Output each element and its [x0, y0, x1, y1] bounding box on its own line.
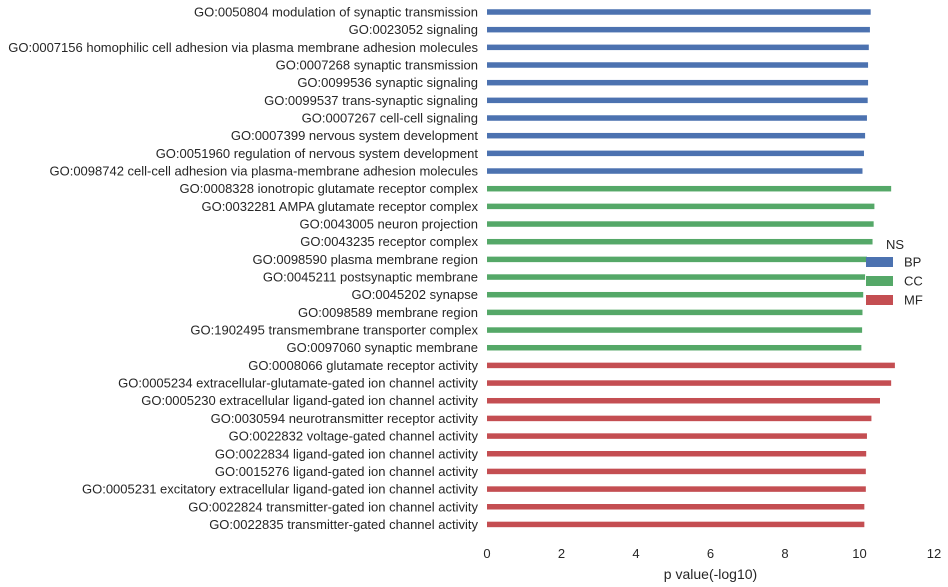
- bar-cc: [487, 291, 864, 298]
- x-tick-label: 8: [781, 546, 788, 561]
- x-tick-label: 12: [927, 546, 941, 561]
- category-label: GO:0007399 nervous system development: [231, 128, 479, 143]
- bar-cc: [487, 238, 873, 245]
- x-tick-label: 4: [632, 546, 639, 561]
- category-labels-group: GO:0050804 modulation of synaptic transm…: [8, 5, 478, 532]
- bar-bp: [487, 132, 866, 139]
- legend-swatch-bp: [866, 257, 893, 267]
- category-label: GO:0045211 postsynaptic membrane: [263, 270, 478, 285]
- category-label: GO:0022824 transmitter-gated ion channel…: [188, 499, 478, 514]
- bar-bp: [487, 44, 869, 51]
- bar-bp: [487, 26, 870, 33]
- bar-bp: [487, 79, 869, 86]
- category-label: GO:0098589 membrane region: [298, 305, 478, 320]
- category-label: GO:0051960 regulation of nervous system …: [156, 146, 479, 161]
- legend: NS BP CC MF: [866, 237, 923, 308]
- category-label: GO:0043005 neuron projection: [299, 217, 478, 232]
- category-label: GO:0098742 cell-cell adhesion via plasma…: [49, 164, 478, 179]
- category-label: GO:0030594 neurotransmitter receptor act…: [211, 411, 479, 426]
- category-label: GO:0005230 extracellular ligand-gated io…: [141, 393, 478, 408]
- bar-cc: [487, 203, 875, 210]
- x-tick-label: 2: [558, 546, 565, 561]
- category-label: GO:0007268 synaptic transmission: [276, 58, 478, 73]
- category-label: GO:0007156 homophilic cell adhesion via …: [8, 40, 478, 55]
- bar-cc: [487, 309, 863, 316]
- legend-label-mf: MF: [904, 293, 923, 308]
- category-label: GO:0005231 excitatory extracellular liga…: [82, 482, 479, 497]
- category-label: GO:0032281 AMPA glutamate receptor compl…: [201, 199, 478, 214]
- legend-label-bp: BP: [904, 255, 921, 270]
- bar-mf: [487, 415, 872, 422]
- category-label: GO:0022835 transmitter-gated channel act…: [209, 517, 478, 532]
- x-tick-label: 10: [852, 546, 866, 561]
- bar-cc: [487, 344, 862, 351]
- bar-cc: [487, 221, 874, 227]
- category-label: GO:0008328 ionotropic glutamate receptor…: [180, 181, 479, 196]
- bar-cc: [487, 327, 863, 333]
- bar-mf: [487, 380, 892, 386]
- legend-label-cc: CC: [904, 274, 923, 289]
- legend-swatch-mf: [866, 295, 893, 305]
- bars-group: [487, 9, 895, 528]
- bar-bp: [487, 115, 867, 121]
- bar-cc: [487, 185, 892, 192]
- bar-mf: [487, 362, 895, 369]
- category-label: GO:0023052 signaling: [349, 22, 478, 37]
- category-label: GO:1902495 transmembrane transporter com…: [190, 323, 478, 338]
- category-label: GO:0097060 synaptic membrane: [287, 340, 479, 355]
- bar-bp: [487, 168, 863, 174]
- category-label: GO:0099536 synaptic signaling: [297, 75, 478, 90]
- x-tick-label: 6: [707, 546, 714, 561]
- legend-title: NS: [886, 237, 904, 252]
- category-label: GO:0015276 ligand-gated ion channel acti…: [215, 464, 479, 479]
- category-label: GO:0007267 cell-cell signaling: [302, 111, 478, 126]
- x-axis-title: p value(-log10): [664, 566, 757, 582]
- bar-mf: [487, 451, 867, 457]
- bar-mf: [487, 397, 880, 404]
- category-label: GO:0050804 modulation of synaptic transm…: [194, 5, 478, 20]
- bar-mf: [487, 468, 866, 475]
- category-label: GO:0022832 voltage-gated channel activit…: [229, 429, 479, 444]
- legend-swatch-cc: [866, 276, 893, 286]
- category-label: GO:0099537 trans-synaptic signaling: [264, 93, 478, 108]
- bar-mf: [487, 521, 865, 528]
- category-label: GO:0005234 extracellular-glutamate-gated…: [118, 376, 478, 391]
- x-tick-label: 0: [483, 546, 490, 561]
- category-label: GO:0043235 receptor complex: [300, 234, 478, 249]
- bar-bp: [487, 62, 869, 68]
- bar-cc: [487, 256, 867, 263]
- bar-cc: [487, 274, 866, 280]
- category-label: GO:0098590 plasma membrane region: [253, 252, 478, 267]
- category-label: GO:0045202 synapse: [352, 287, 478, 302]
- bar-mf: [487, 433, 867, 439]
- bar-mf: [487, 486, 866, 492]
- bar-bp: [487, 150, 864, 157]
- x-tick-labels-group: 0 2 4 6 8 10 12: [483, 546, 941, 561]
- bar-bp: [487, 9, 871, 15]
- category-label: GO:0022834 ligand-gated ion channel acti…: [215, 446, 479, 461]
- category-label: GO:0008066 glutamate receptor activity: [248, 358, 478, 373]
- bar-bp: [487, 97, 868, 104]
- bar-mf: [487, 504, 865, 510]
